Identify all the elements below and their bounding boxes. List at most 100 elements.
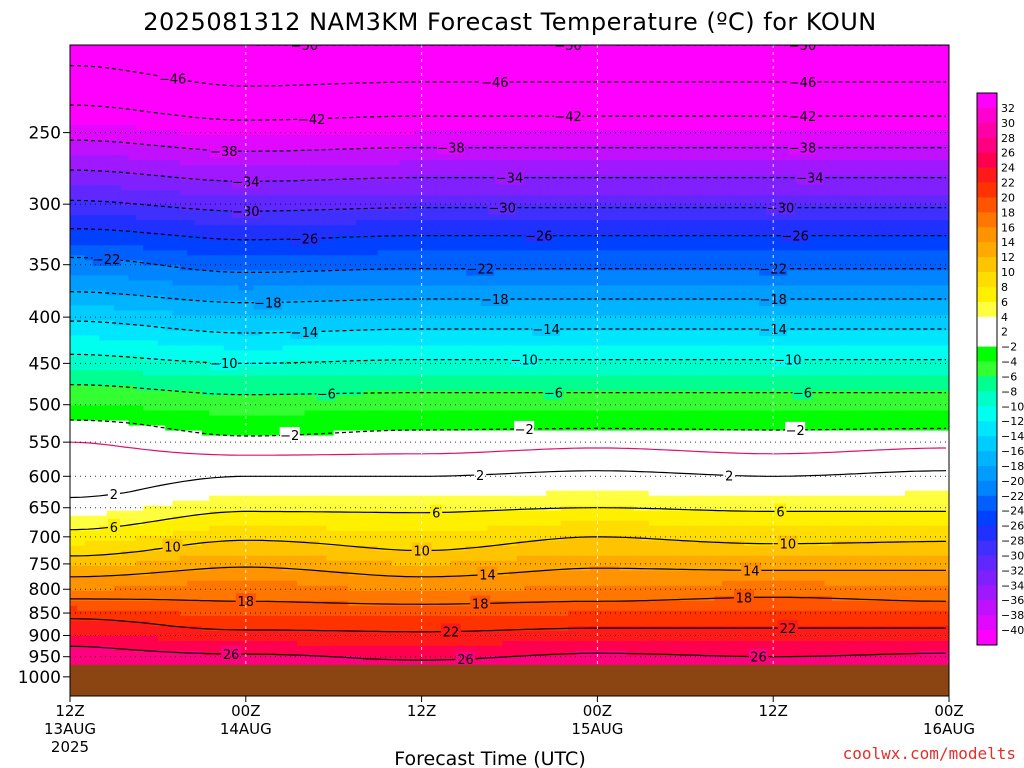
temperature-cell	[348, 175, 356, 181]
temperature-cell	[319, 45, 327, 51]
temperature-cell	[224, 466, 232, 472]
temperature-cell	[195, 290, 203, 296]
temperature-cell	[143, 426, 151, 432]
temperature-cell	[217, 280, 225, 286]
temperature-cell	[165, 190, 173, 196]
temperature-cell	[158, 511, 166, 517]
temperature-cell	[246, 45, 254, 51]
temperature-cell	[224, 90, 232, 96]
temperature-cell	[297, 521, 305, 527]
temperature-cell	[260, 591, 268, 597]
temperature-cell	[297, 551, 305, 557]
temperature-cell	[231, 376, 239, 382]
temperature-cell	[260, 541, 268, 547]
temperature-cell	[341, 461, 349, 467]
temperature-cell	[238, 265, 246, 271]
temperature-cell	[253, 275, 261, 281]
temperature-cell	[217, 441, 225, 447]
temperature-cell	[217, 526, 225, 532]
temperature-cell	[334, 436, 342, 442]
temperature-cell	[85, 566, 93, 572]
temperature-cell	[246, 586, 254, 592]
temperature-cell	[121, 190, 129, 196]
temperature-cell	[202, 310, 210, 316]
temperature-cell	[114, 330, 122, 336]
temperature-cell	[165, 95, 173, 101]
temperature-cell	[180, 511, 188, 517]
temperature-cell	[202, 325, 210, 331]
temperature-cell	[151, 160, 159, 166]
temperature-cell	[319, 376, 327, 382]
temperature-cell	[319, 611, 327, 617]
temperature-cell	[217, 641, 225, 647]
temperature-cell	[341, 140, 349, 146]
temperature-cell	[121, 501, 129, 507]
temperature-cell	[209, 576, 217, 582]
temperature-cell	[253, 110, 261, 116]
temperature-cell	[217, 255, 225, 261]
temperature-cell	[282, 310, 290, 316]
temperature-cell	[99, 531, 107, 537]
temperature-cell	[151, 215, 159, 221]
temperature-cell	[151, 180, 159, 186]
temperature-cell	[319, 521, 327, 527]
temperature-cell	[341, 80, 349, 86]
temperature-cell	[85, 55, 93, 61]
temperature-cell	[187, 601, 195, 607]
temperature-cell	[173, 345, 181, 351]
temperature-cell	[275, 386, 283, 392]
temperature-cell	[180, 305, 188, 311]
temperature-cell	[143, 190, 151, 196]
temperature-cell	[312, 95, 320, 101]
temperature-cell	[173, 591, 181, 597]
temperature-cell	[290, 165, 298, 171]
temperature-cell	[319, 345, 327, 351]
temperature-cell	[121, 180, 129, 186]
temperature-cell	[195, 526, 203, 532]
temperature-cell	[209, 100, 217, 106]
temperature-cell	[312, 280, 320, 286]
temperature-cell	[136, 606, 144, 612]
temperature-cell	[304, 466, 312, 472]
temperature-cell	[187, 546, 195, 552]
temperature-cell	[173, 476, 181, 482]
temperature-cell	[297, 641, 305, 647]
temperature-cell	[282, 270, 290, 276]
temperature-cell	[217, 215, 225, 221]
temperature-cell	[114, 451, 122, 457]
temperature-cell	[92, 340, 100, 346]
temperature-cell	[70, 371, 78, 377]
temperature-cell	[253, 140, 261, 146]
temperature-cell	[143, 220, 151, 226]
temperature-cell	[238, 636, 246, 642]
temperature-cell	[217, 521, 225, 527]
temperature-cell	[348, 320, 356, 326]
temperature-cell	[341, 315, 349, 321]
temperature-cell	[99, 45, 107, 51]
temperature-cell	[224, 310, 232, 316]
temperature-cell	[151, 436, 159, 442]
temperature-cell	[187, 551, 195, 557]
temperature-cell	[275, 471, 283, 477]
temperature-cell	[180, 220, 188, 226]
temperature-cell	[114, 546, 122, 552]
temperature-cell	[238, 270, 246, 276]
temperature-cell	[304, 365, 312, 371]
temperature-cell	[260, 496, 268, 502]
temperature-cell	[187, 426, 195, 432]
temperature-cell	[253, 551, 261, 557]
temperature-cell	[231, 125, 239, 131]
temperature-cell	[70, 461, 78, 467]
temperature-cell	[334, 496, 342, 502]
temperature-cell	[268, 461, 276, 467]
temperature-cell	[341, 60, 349, 66]
temperature-cell	[136, 290, 144, 296]
temperature-cell	[165, 411, 173, 417]
temperature-cell	[297, 421, 305, 427]
temperature-cell	[99, 135, 107, 141]
temperature-cell	[129, 240, 137, 246]
temperature-cell	[268, 60, 276, 66]
temperature-cell	[173, 371, 181, 377]
temperature-cell	[143, 335, 151, 341]
temperature-cell	[136, 491, 144, 497]
